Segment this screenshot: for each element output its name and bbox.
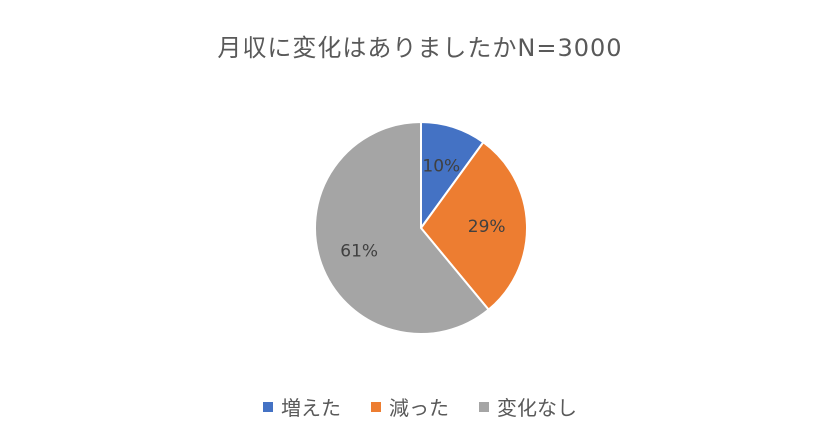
data-label-unchanged: 61%: [340, 241, 378, 261]
legend-item-decreased[interactable]: 減った: [371, 392, 449, 421]
legend: 増えた 減った 変化なし: [0, 392, 840, 421]
pie-slice-decreased[interactable]: [419, 140, 528, 312]
legend-swatch-increased: [263, 401, 273, 412]
pie-slice-unchanged[interactable]: [314, 120, 490, 335]
legend-label-increased: 増えた: [281, 396, 341, 420]
legend-swatch-decreased: [371, 401, 381, 412]
legend-label-unchanged: 変化なし: [497, 396, 577, 420]
legend-swatch-unchanged: [479, 401, 489, 412]
legend-label-decreased: 減った: [389, 396, 449, 420]
data-label-decreased: 29%: [468, 217, 506, 237]
chart-title: 月収に変化はありましたかN=3000: [217, 34, 623, 62]
legend-item-increased[interactable]: 増えた: [263, 392, 341, 421]
data-label-increased: 10%: [422, 156, 460, 176]
legend-item-unchanged[interactable]: 変化なし: [479, 392, 577, 421]
